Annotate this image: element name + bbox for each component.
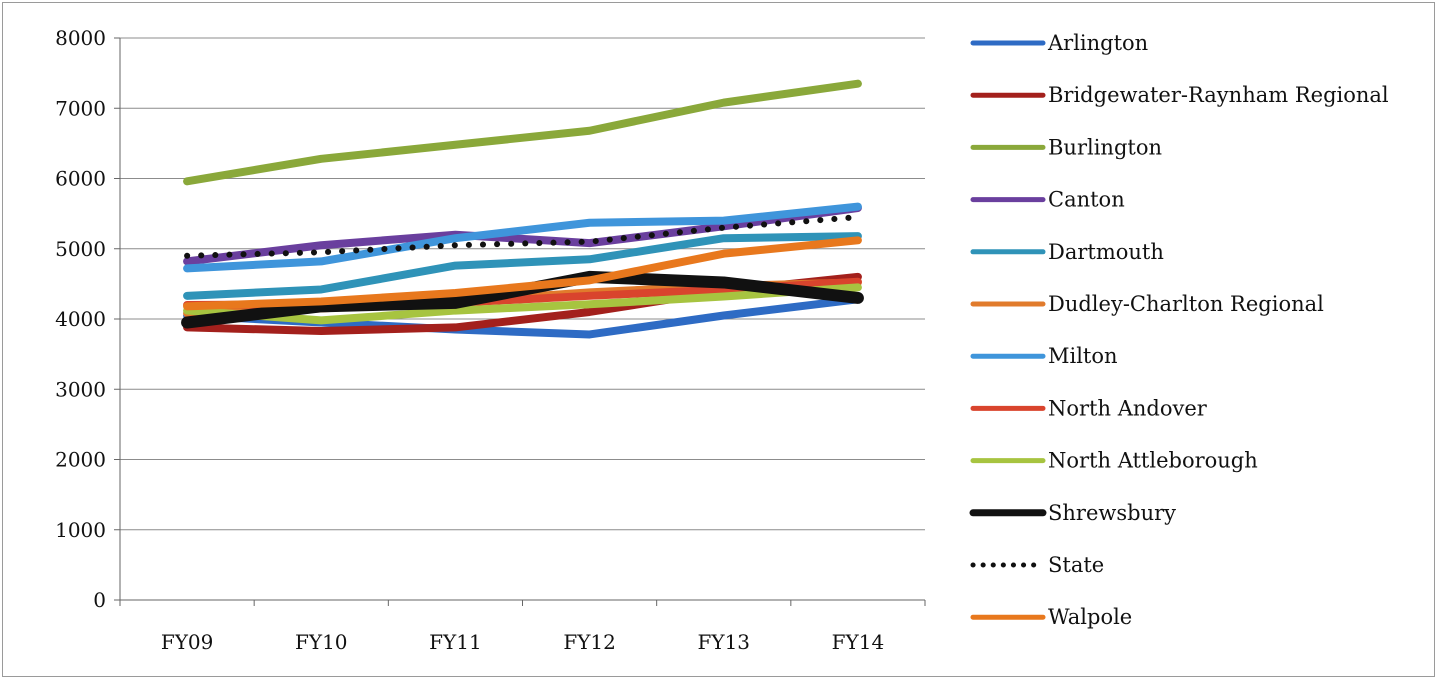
- y-tick-label: 4000: [55, 307, 106, 331]
- legend: Arlington Bridgewater-Raynham Regional Bur…: [969, 31, 1389, 629]
- legend-label-dudley-charlton-regional: Dudley-Charlton Regional: [1048, 292, 1324, 316]
- legend-label-state: State: [1048, 553, 1104, 577]
- series-line-dartmouth: [183, 232, 862, 300]
- series-line-walpole: [183, 236, 862, 311]
- series-line-canton: [183, 204, 862, 266]
- series-line-north-attleborough: [183, 283, 862, 325]
- series-line-burlington: [183, 79, 862, 186]
- x-tick-label: FY14: [832, 630, 885, 654]
- y-tick-label: 3000: [55, 377, 106, 401]
- x-tick-label: FY13: [697, 630, 750, 654]
- y-tick-label: 7000: [55, 96, 106, 120]
- legend-label-burlington: Burlington: [1048, 135, 1162, 159]
- y-tick-label: 5000: [55, 237, 106, 261]
- legend-label-canton: Canton: [1048, 188, 1125, 212]
- legend-label-dartmouth: Dartmouth: [1048, 240, 1164, 264]
- x-tick-label: FY09: [161, 630, 214, 654]
- y-tick-label: 8000: [55, 26, 106, 50]
- x-tick-label: FY12: [563, 630, 616, 654]
- y-tick-label: 1000: [55, 518, 106, 542]
- gridlines: [120, 37, 925, 531]
- y-tick-label: 2000: [55, 448, 106, 472]
- legend-label-north-attleborough: North Attleborough: [1048, 449, 1258, 473]
- x-tick-label: FY11: [429, 630, 482, 654]
- axes: 0 1000 2000 3000 4000 5000 6000 7000 8000 FY09 FY1…: [55, 26, 926, 654]
- legend-label-north-andover: North Andover: [1048, 396, 1208, 420]
- series-line-state: [184, 214, 861, 259]
- legend-label-bridgewater-raynham-regional: Bridgewater-Raynham Regional: [1048, 83, 1389, 107]
- series-lines: [181, 79, 864, 339]
- x-tick-label: FY10: [295, 630, 348, 654]
- legend-label-arlington: Arlington: [1047, 31, 1148, 55]
- y-tick-label: 6000: [55, 167, 106, 191]
- legend-label-walpole: Walpole: [1048, 605, 1132, 629]
- y-tick-label: 0: [93, 588, 106, 612]
- series-line-milton: [183, 202, 862, 273]
- legend-label-milton: Milton: [1048, 344, 1118, 368]
- legend-label-shrewsbury: Shrewsbury: [1048, 501, 1176, 525]
